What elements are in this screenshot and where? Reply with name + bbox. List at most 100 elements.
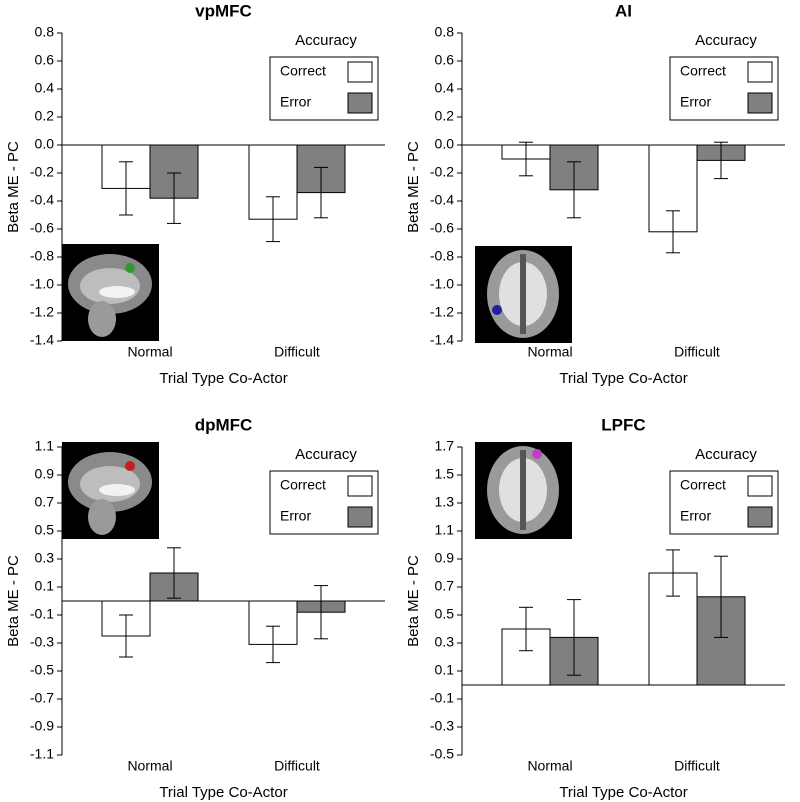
x-tick-label: Normal: [127, 758, 172, 774]
brain-shape: [80, 268, 140, 304]
brain-shape: [520, 450, 526, 530]
y-tick-label: 0.6: [35, 52, 55, 68]
legend-label: Correct: [680, 63, 726, 79]
x-tick-label: Difficult: [274, 758, 320, 774]
y-tick-label: 0.8: [35, 24, 55, 40]
chart-title: LPFC: [601, 415, 645, 434]
brain-shape: [80, 466, 140, 502]
error-bar: [167, 547, 181, 599]
y-tick-label: -0.8: [430, 248, 454, 264]
y-tick-label: 0.6: [435, 52, 455, 68]
x-tick-label: Difficult: [674, 758, 720, 774]
legend-swatch: [347, 61, 373, 83]
legend-swatch: [747, 506, 773, 528]
legend-title: Accuracy: [695, 446, 757, 463]
brain-shape: [520, 254, 526, 334]
chart-title: vpMFC: [195, 1, 252, 20]
y-tick-label: -0.5: [430, 746, 454, 762]
y-tick-label: 0.5: [435, 606, 455, 622]
y-tick-label: -0.2: [430, 164, 454, 180]
y-tick-label: -1.0: [430, 276, 454, 292]
legend-swatch: [347, 92, 373, 114]
y-tick-label: -1.1: [30, 746, 54, 762]
error-bar: [119, 161, 133, 216]
y-tick-label: 0.1: [35, 578, 55, 594]
legend-label: Error: [680, 94, 711, 110]
brain-shape: [88, 499, 116, 535]
y-tick-label: -1.0: [30, 276, 54, 292]
x-axis-label: Trial Type Co-Actor: [559, 370, 687, 387]
legend-label: Error: [680, 508, 711, 524]
error-bar: [519, 141, 533, 177]
panel: dpMFC Beta ME - PC Trial Type Co-Actor 1.1 0…: [5, 415, 385, 801]
region: [532, 449, 542, 459]
y-tick-label: 0.2: [435, 108, 455, 124]
y-tick-label: 0.9: [35, 466, 55, 482]
legend-label: Correct: [280, 63, 326, 79]
legend-label: Error: [280, 94, 311, 110]
y-tick-label: 1.7: [435, 438, 455, 454]
x-axis-label: Trial Type Co-Actor: [159, 370, 287, 387]
y-tick-label: 1.1: [435, 522, 455, 538]
y-tick-label: 0.7: [35, 494, 55, 510]
y-tick-label: 1.3: [435, 494, 455, 510]
legend-swatch: [347, 506, 373, 528]
panel: vpMFC Beta ME - PC Trial Type Co-Actor 0.8 0…: [5, 1, 385, 387]
legend-title: Accuracy: [295, 32, 357, 49]
y-tick-label: -1.4: [430, 332, 454, 348]
y-tick-label: -0.3: [30, 634, 54, 650]
legend-swatch: [747, 475, 773, 497]
chart-title: dpMFC: [195, 415, 253, 434]
error-bar: [714, 141, 728, 180]
error-bar: [567, 599, 581, 676]
brain-shape: [88, 301, 116, 337]
error-bar: [714, 555, 728, 638]
legend-swatch: [347, 475, 373, 497]
y-tick-label: 1.1: [35, 438, 55, 454]
x-tick-label: Normal: [127, 344, 172, 360]
y-tick-label: -1.2: [30, 304, 54, 320]
y-tick-label: 0.3: [35, 550, 55, 566]
x-tick-label: Normal: [527, 344, 572, 360]
y-tick-label: 0.7: [435, 578, 455, 594]
error-bar: [314, 166, 328, 219]
brain-shape: [99, 484, 135, 496]
y-tick-label: -0.8: [30, 248, 54, 264]
error-bar: [666, 549, 680, 597]
y-axis-label: Beta ME - PC: [405, 141, 422, 233]
region: [492, 305, 502, 315]
region: [125, 263, 135, 273]
y-tick-label: -0.3: [430, 718, 454, 734]
chart-title: AI: [615, 1, 632, 20]
y-tick-label: 1.5: [435, 466, 455, 482]
y-axis-label: Beta ME - PC: [5, 141, 22, 233]
x-axis-label: Trial Type Co-Actor: [159, 784, 287, 801]
y-tick-label: 0.4: [35, 80, 55, 96]
legend-swatch: [747, 92, 773, 114]
y-tick-label: -0.1: [430, 690, 454, 706]
y-tick-label: 0.0: [435, 136, 455, 152]
error-bar: [666, 210, 680, 254]
y-tick-label: 0.0: [35, 136, 55, 152]
y-tick-label: 0.5: [35, 522, 55, 538]
y-tick-label: -0.6: [30, 220, 54, 236]
y-tick-label: -0.6: [430, 220, 454, 236]
y-tick-label: -0.1: [30, 606, 54, 622]
y-tick-label: -0.2: [30, 164, 54, 180]
y-tick-label: 0.8: [435, 24, 455, 40]
error-bar: [266, 196, 280, 243]
legend-title: Accuracy: [295, 446, 357, 463]
panel: AI Beta ME - PC Trial Type Co-Actor 0.8 0.6 0…: [405, 1, 785, 387]
y-tick-label: -0.5: [30, 662, 54, 678]
x-axis-label: Trial Type Co-Actor: [559, 784, 687, 801]
legend-title: Accuracy: [695, 32, 757, 49]
brain-shape: [99, 286, 135, 298]
x-tick-label: Normal: [527, 758, 572, 774]
y-tick-label: -1.2: [430, 304, 454, 320]
legend-swatch: [747, 61, 773, 83]
y-tick-label: 0.4: [435, 80, 455, 96]
y-tick-label: -0.9: [30, 718, 54, 734]
error-bar: [167, 172, 181, 224]
error-bar: [519, 606, 533, 652]
